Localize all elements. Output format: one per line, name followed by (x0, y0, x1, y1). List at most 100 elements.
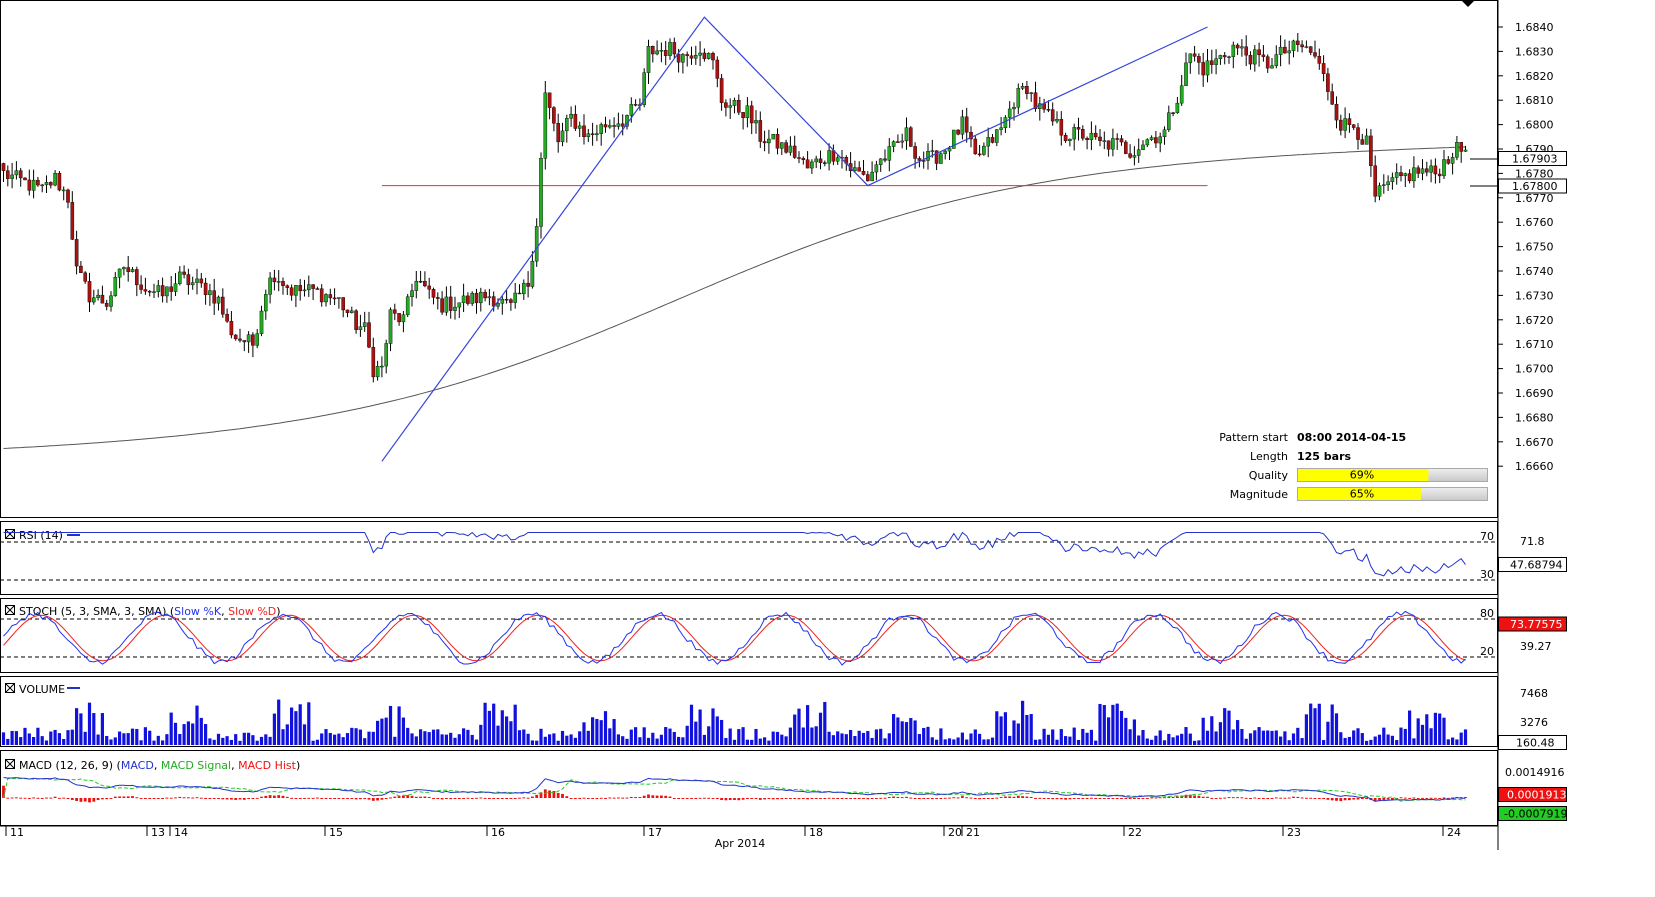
macd-hist-bar (918, 798, 921, 799)
candle (973, 135, 978, 155)
macd-hist-bar (268, 795, 272, 798)
volume-bar (1115, 703, 1119, 745)
candle (1007, 101, 1012, 128)
volume-bar (668, 728, 672, 745)
candle (947, 145, 952, 161)
macd-hist-bar (707, 797, 711, 799)
volume-bar (1330, 704, 1334, 745)
macd-hist-bar (1059, 798, 1063, 800)
macd-hist-bar (1008, 796, 1012, 798)
macd-hist-bar (1184, 794, 1188, 798)
macd-hist-bar (948, 797, 951, 799)
macd-hist-bar (1094, 797, 1098, 799)
volume-bar (659, 734, 663, 745)
volume-bar (139, 740, 143, 745)
volume-bar (836, 731, 840, 745)
candle (182, 265, 186, 279)
macd-hist-bar (896, 796, 900, 798)
candle (1020, 82, 1025, 91)
macd-hist-bar (1391, 798, 1394, 800)
candle (1145, 138, 1150, 148)
volume-bar (879, 728, 883, 745)
macd-hist-bar (711, 798, 715, 799)
volume-bar (1334, 713, 1339, 745)
candle (272, 269, 277, 291)
candle (405, 293, 410, 318)
volume-bar (44, 740, 49, 745)
volume-bar (1171, 737, 1175, 745)
candle (225, 308, 229, 323)
candle (513, 282, 517, 309)
candle (388, 307, 393, 352)
candle (1154, 131, 1158, 149)
volume-bar (960, 732, 964, 745)
candle (1029, 92, 1033, 102)
volume-bar (1455, 739, 1459, 745)
macd-hist-bar (1446, 797, 1450, 799)
svg-text:1.67800: 1.67800 (1512, 180, 1558, 193)
volume-bar (380, 718, 384, 745)
macd-hist-bar (187, 797, 190, 799)
macd-hist-bar (1412, 797, 1416, 799)
macd-hist-bar (1339, 798, 1343, 802)
volume-bar (1008, 735, 1012, 745)
candle (1429, 159, 1433, 183)
volume-bar (724, 737, 728, 745)
volume-bar (6, 738, 10, 745)
volume-bar (328, 732, 332, 745)
macd-hist-bar (500, 798, 504, 799)
volume-bar (1068, 736, 1072, 745)
volume-bar (53, 729, 57, 745)
volume-bar (1197, 740, 1201, 745)
volume-bar (1369, 739, 1373, 745)
volume-bar (655, 738, 659, 745)
macd-hist-bar (1188, 794, 1192, 798)
volume-bar (1167, 733, 1171, 745)
candle (1055, 111, 1059, 124)
candle (53, 170, 57, 187)
macd-hist-bar (1016, 795, 1020, 798)
candle (319, 284, 324, 307)
candle (569, 106, 573, 127)
volume-bar (470, 734, 474, 745)
macd-hist-bar (565, 796, 569, 798)
volume-bar (66, 730, 70, 745)
candle (801, 156, 806, 165)
macd-hist-bar (1360, 798, 1364, 800)
volume-bar (788, 727, 792, 745)
candle (1347, 113, 1352, 133)
volume-bar (870, 737, 874, 745)
volume-bar (818, 712, 823, 745)
macd-hist-bar (32, 797, 35, 799)
zigzag-path (381, 16, 1208, 462)
stoch-value: 73.77575 (1510, 618, 1563, 631)
candle (1240, 39, 1244, 57)
candle (1171, 111, 1175, 117)
candle (608, 119, 612, 129)
candle (1089, 121, 1094, 151)
rsi-panel: RSI (14) 70 30 71.8 47.68794 (0, 529, 1567, 581)
candle (848, 152, 853, 178)
candle (835, 154, 840, 165)
candle (177, 266, 182, 286)
candle (367, 311, 371, 349)
macd-hist-bar (930, 798, 934, 800)
volume-bar (247, 732, 251, 745)
volume-bar (1248, 733, 1253, 745)
macd-hist-bar (10, 797, 14, 799)
volume-bar (1420, 724, 1425, 745)
volume-bar (1356, 728, 1360, 745)
collapse-arrow-icon[interactable] (1462, 1, 1474, 7)
macd-hist-bar (1025, 796, 1029, 798)
macd-hist-bar (513, 798, 517, 799)
candle (1433, 158, 1438, 184)
macd-hist-bar (49, 797, 53, 799)
candle (1098, 128, 1102, 147)
macd-hist-bar (621, 797, 625, 799)
volume-bar (113, 737, 117, 745)
macd-hist-bar (96, 798, 100, 801)
time-axis: Apr 2014 11 13 14 15 16 17 18 20 21 22 23 24 (0, 825, 1498, 850)
volume-bar (397, 706, 401, 745)
candle (612, 117, 616, 138)
volume-bar (1463, 729, 1468, 745)
